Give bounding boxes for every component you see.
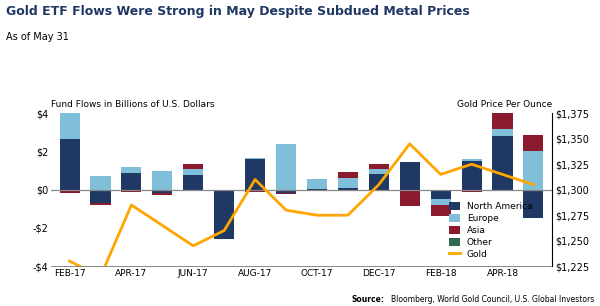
Bar <box>245 159 265 190</box>
Bar <box>431 205 451 215</box>
Bar <box>307 189 327 190</box>
Legend: North America, Europe, Asia, Other, Gold: North America, Europe, Asia, Other, Gold <box>449 202 532 259</box>
Text: As of May 31: As of May 31 <box>6 32 69 42</box>
Bar <box>91 176 110 190</box>
Bar <box>461 161 482 190</box>
Bar <box>307 190 327 191</box>
Bar <box>183 175 203 190</box>
Bar <box>183 164 203 169</box>
Bar <box>461 159 482 161</box>
Bar <box>59 190 80 192</box>
Bar <box>121 174 142 190</box>
Bar <box>59 139 80 190</box>
Bar <box>183 169 203 175</box>
Bar <box>276 192 296 194</box>
Bar <box>338 178 358 188</box>
Bar <box>523 190 544 218</box>
Bar <box>91 190 110 203</box>
Bar <box>214 190 234 239</box>
Bar <box>400 162 420 190</box>
Bar <box>493 190 512 191</box>
Bar <box>59 103 80 104</box>
Bar <box>369 174 389 190</box>
Bar <box>121 167 142 174</box>
Bar <box>245 190 265 192</box>
Bar <box>493 136 512 190</box>
Bar <box>338 172 358 178</box>
Bar <box>152 192 172 195</box>
Bar <box>523 151 544 190</box>
Bar <box>493 113 512 129</box>
Bar <box>91 203 110 205</box>
Bar <box>369 164 389 169</box>
Bar <box>59 104 80 139</box>
Bar <box>152 171 172 190</box>
Text: Gold ETF Flows Were Strong in May Despite Subdued Metal Prices: Gold ETF Flows Were Strong in May Despit… <box>6 5 470 17</box>
Bar <box>431 190 451 199</box>
Bar <box>121 190 142 192</box>
Bar <box>152 190 172 192</box>
Bar <box>276 190 296 192</box>
Bar <box>338 188 358 190</box>
Bar <box>400 190 420 206</box>
Text: Bloomberg, World Gold Council, U.S. Global Investors: Bloomberg, World Gold Council, U.S. Glob… <box>391 296 594 304</box>
Bar <box>431 199 451 205</box>
Bar <box>307 179 327 189</box>
Bar <box>369 169 389 174</box>
Text: Fund Flows in Billions of U.S. Dollars: Fund Flows in Billions of U.S. Dollars <box>51 100 215 109</box>
Bar <box>493 129 512 136</box>
Bar <box>245 158 265 159</box>
Bar <box>461 190 482 192</box>
Text: Gold Price Per Ounce: Gold Price Per Ounce <box>457 100 552 109</box>
Bar <box>523 135 544 151</box>
Text: Source:: Source: <box>351 296 384 304</box>
Bar <box>276 144 296 190</box>
